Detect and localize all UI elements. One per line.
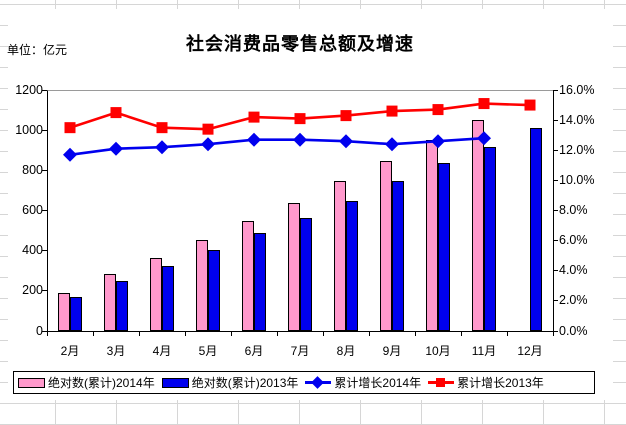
right-axis-label-16.0%: 16.0% [559, 83, 595, 97]
bar-abs-2013-m3 [116, 280, 128, 331]
right-axis-label-12.0%: 12.0% [559, 143, 595, 157]
right-axis-label-8.0%: 8.0% [559, 203, 588, 217]
x-label-m12: 12月 [517, 344, 543, 358]
bar-abs-2014-m5 [196, 239, 208, 331]
bar-abs-2014-m7 [288, 202, 300, 331]
right-axis-label-10.0%: 10.0% [559, 173, 595, 187]
right-axis-tick-14.0% [553, 120, 558, 121]
legend-label-growth-2013: 累计增长2013年 [457, 376, 544, 390]
right-axis-tick-10.0% [553, 180, 558, 181]
bar-abs-2013-m12 [530, 128, 542, 331]
right-axis-tick-2.0% [553, 300, 558, 301]
left-axis-tick-1200 [42, 90, 47, 91]
x-label-m4: 4月 [152, 344, 172, 358]
bar-abs-2014-m2 [58, 292, 70, 331]
x-axis-tick-9 [461, 331, 462, 336]
x-label-m7: 7月 [290, 344, 310, 358]
left-axis-label-1000: 1000 [15, 123, 43, 137]
bar-abs-2013-m4 [162, 265, 174, 331]
right-axis-label-2.0%: 2.0% [559, 293, 588, 307]
bar-abs-2013-m2 [70, 296, 82, 331]
right-axis-tick-0.0% [553, 331, 558, 332]
x-label-m8: 8月 [336, 344, 356, 358]
bar-abs-2014-m6 [242, 220, 254, 331]
bar-abs-2013-m11 [484, 146, 496, 331]
right-axis-tick-6.0% [553, 240, 558, 241]
legend: 绝对数(累计)2014年 绝对数(累计)2013年 累计增长2014年 累计增长201… [13, 371, 595, 394]
legend-label-abs-2013: 绝对数(累计)2013年 [191, 376, 299, 390]
right-axis-tick-12.0% [553, 150, 558, 151]
bar-abs-2014-m3 [104, 273, 116, 331]
left-axis-tick-0 [42, 331, 47, 332]
x-label-m9: 9月 [382, 344, 402, 358]
x-axis-tick-1 [93, 331, 94, 336]
legend-square-growth-2013 [436, 378, 446, 387]
legend-marker-growth-2013 [428, 376, 455, 389]
x-axis-tick-2 [139, 331, 140, 336]
bar-abs-2014-m10 [426, 140, 438, 331]
right-axis-label-14.0%: 14.0% [559, 113, 595, 127]
legend-item-abs-2014: 绝对数(累计)2014年 [18, 374, 155, 391]
x-axis-tick-4 [231, 331, 232, 336]
legend-item-growth-2014: 累计增长2014年 [305, 374, 421, 391]
right-axis-label-0.0%: 0.0% [559, 324, 588, 338]
left-axis-tick-1000 [42, 130, 47, 131]
bar-abs-2013-m6 [254, 233, 266, 331]
x-axis-tick-0 [47, 331, 48, 336]
bar-abs-2013-m9 [392, 181, 404, 331]
unit-label: 单位：亿元 [7, 43, 68, 57]
left-axis-label-0: 0 [36, 324, 43, 338]
right-axis-label-6.0%: 6.0% [559, 233, 588, 247]
x-label-m3: 3月 [106, 344, 126, 358]
legend-label-abs-2014: 绝对数(累计)2014年 [48, 376, 155, 390]
x-axis-tick-11 [553, 331, 554, 336]
legend-swatch-abs-2013 [161, 377, 189, 388]
left-axis-tick-400 [42, 250, 47, 251]
legend-item-growth-2013: 累计增长2013年 [428, 374, 544, 391]
left-axis-label-1200: 1200 [15, 83, 43, 97]
legend-swatch-abs-2014 [18, 377, 45, 388]
bar-abs-2014-m9 [380, 160, 392, 331]
x-axis-tick-8 [415, 331, 416, 336]
bar-abs-2013-m5 [208, 249, 220, 331]
x-label-m11: 11月 [471, 344, 497, 358]
legend-label-growth-2014: 累计增长2014年 [334, 376, 422, 390]
right-axis-tick-16.0% [553, 90, 558, 91]
bar-abs-2014-m11 [472, 120, 484, 331]
x-axis-tick-10 [507, 331, 508, 336]
left-axis-tick-200 [42, 290, 47, 291]
right-axis-label-4.0%: 4.0% [559, 263, 588, 277]
x-label-m10: 10月 [425, 344, 451, 358]
x-label-m5: 5月 [198, 344, 218, 358]
left-axis-label-400: 400 [22, 243, 43, 257]
bar-abs-2013-m8 [346, 200, 358, 331]
right-axis-tick-8.0% [553, 210, 558, 211]
bar-abs-2014-m8 [334, 181, 346, 331]
legend-diamond-growth-2014 [311, 376, 325, 389]
x-label-m2: 2月 [60, 344, 80, 358]
left-axis-label-600: 600 [22, 203, 43, 217]
chart-title: 社会消费品零售总额及增速 [186, 34, 414, 54]
legend-item-abs-2013: 绝对数(累计)2013年 [161, 374, 299, 391]
x-axis-tick-7 [369, 331, 370, 336]
left-axis-tick-800 [42, 170, 47, 171]
bar-abs-2013-m10 [438, 162, 450, 331]
x-label-m6: 6月 [244, 344, 264, 358]
x-axis-tick-3 [185, 331, 186, 336]
left-axis-label-800: 800 [22, 163, 43, 177]
x-axis-tick-6 [323, 331, 324, 336]
right-axis-tick-4.0% [553, 270, 558, 271]
bar-abs-2014-m4 [150, 257, 162, 331]
left-axis-tick-600 [42, 210, 47, 211]
legend-marker-growth-2014 [305, 376, 332, 389]
left-axis-label-200: 200 [22, 283, 43, 297]
bar-abs-2013-m7 [300, 217, 312, 331]
x-axis-tick-5 [277, 331, 278, 336]
